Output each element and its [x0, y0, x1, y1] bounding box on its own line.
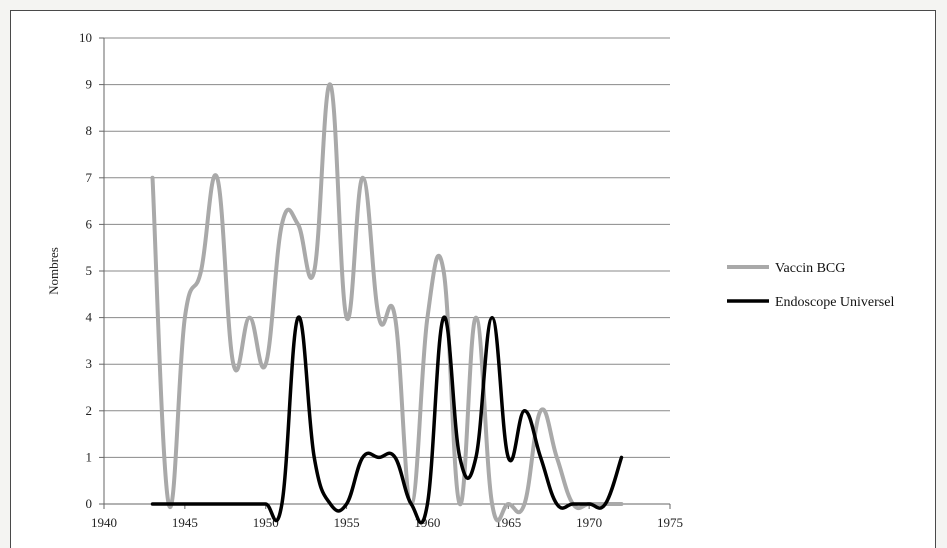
x-tick-label: 1950 — [253, 515, 279, 530]
y-tick-label: 2 — [86, 403, 93, 418]
x-tick-label: 1945 — [172, 515, 198, 530]
x-tick-label: 1960 — [414, 515, 440, 530]
legend: Vaccin BCG Endoscope Universel — [727, 261, 894, 310]
y-axis-label: Nombres — [46, 247, 61, 295]
x-tick-label: 1940 — [91, 515, 117, 530]
y-tick-label: 7 — [86, 170, 93, 185]
series-lines — [150, 82, 624, 525]
x-tick-label: 1955 — [334, 515, 360, 530]
legend-label: Endoscope Universel — [775, 295, 894, 310]
y-tick-labels: 0 1 2 3 4 5 6 7 8 9 10 — [79, 30, 93, 511]
x-tick-label: 1970 — [576, 515, 602, 530]
x-tick-labels: 1940 1945 1950 1955 1960 1965 1970 1975 — [91, 504, 683, 530]
grid-lines — [99, 37, 670, 505]
y-tick-label: 5 — [86, 263, 93, 278]
y-tick-label: 9 — [86, 77, 93, 92]
y-tick-label: 10 — [79, 30, 92, 45]
y-tick-label: 8 — [86, 123, 93, 138]
y-tick-label: 1 — [86, 449, 93, 464]
y-tick-label: 0 — [86, 496, 93, 511]
y-tick-label: 4 — [86, 310, 93, 325]
series-line-vaccin-bcg — [150, 82, 624, 523]
y-tick-label: 6 — [86, 216, 93, 231]
y-tick-label: 3 — [86, 356, 93, 371]
legend-label: Vaccin BCG — [775, 261, 845, 276]
series-line-endoscope-universel — [150, 315, 624, 525]
x-tick-label: 1975 — [657, 515, 683, 530]
